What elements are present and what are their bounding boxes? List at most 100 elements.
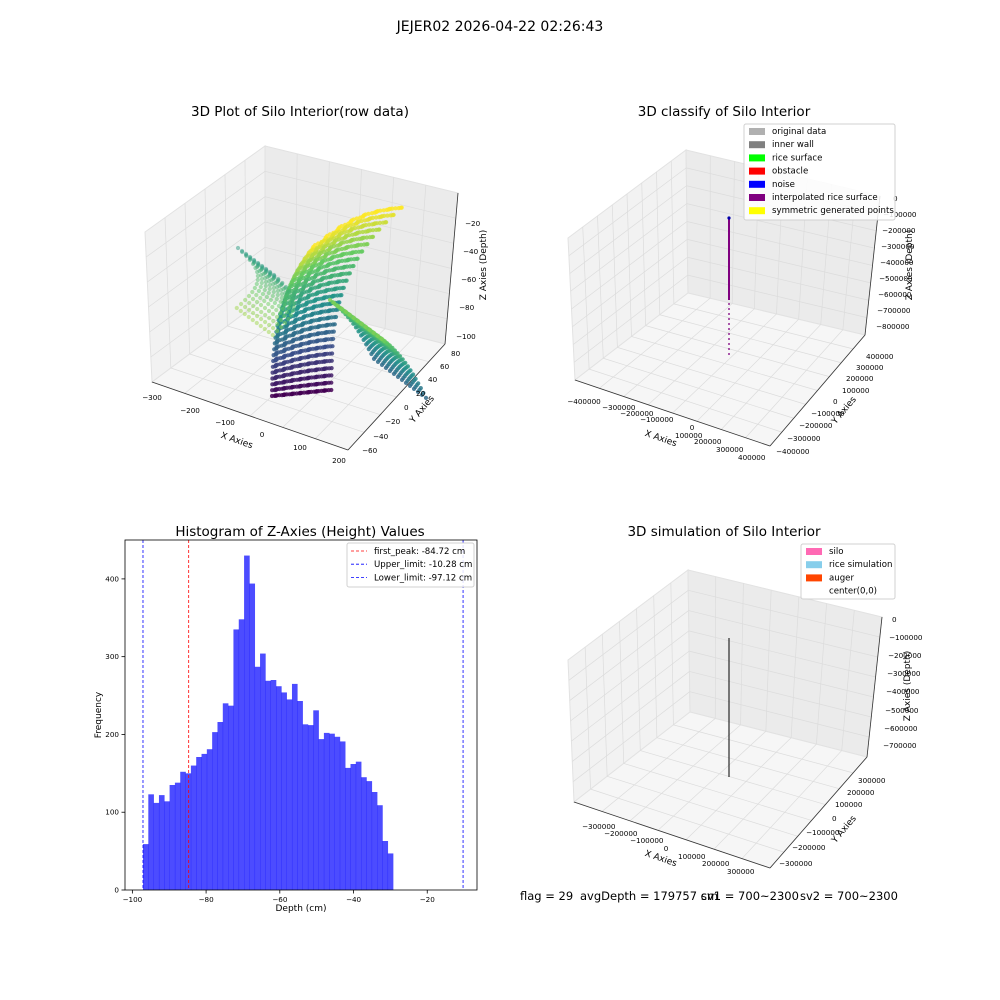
histogram-bar	[260, 653, 266, 890]
simulation-z-tick: −400000	[886, 687, 920, 696]
histogram-legend-items: first_peak: -84.72 cm Upper_limit: -10.28…	[351, 547, 472, 583]
scatter-point	[238, 308, 243, 314]
histogram-bar	[222, 703, 229, 890]
histogram-y-ticks: 0 100 200 300 400	[105, 574, 125, 895]
raw-z-tick: −80	[459, 303, 475, 312]
scatter-point	[287, 297, 292, 303]
scatter-point	[252, 285, 257, 291]
raw-3d-y-ticks: −60 −40 −20 0 20 40 60 80	[362, 349, 461, 455]
scatter-point	[267, 315, 272, 321]
scatter-point	[347, 271, 352, 276]
grid-line	[657, 731, 767, 831]
grid-line	[685, 737, 792, 840]
legend-label: Lower_limit: -97.12 cm	[374, 573, 472, 583]
scatter-point	[262, 287, 267, 293]
scatter-point	[243, 304, 248, 310]
scatter-point	[262, 326, 267, 332]
rice-surface-top-point	[727, 216, 731, 220]
raw-x-tick: 100	[293, 443, 307, 452]
classify-3d-x-ticks: −400000 −300000 −200000 −100000 0 100000…	[567, 397, 766, 462]
scatter-point	[418, 386, 423, 391]
scatter-point	[408, 368, 413, 373]
scatter-point	[266, 329, 271, 335]
scatter-point	[259, 263, 265, 269]
classify-3d-plot: 3D classify of Silo Interior −400000 −30…	[567, 104, 917, 462]
scatter-point	[267, 282, 272, 288]
grid-line	[571, 221, 688, 310]
grid-line	[572, 691, 690, 782]
histogram-bar	[270, 680, 277, 890]
histogram-bar	[190, 765, 197, 890]
classify-z-tick: −400000	[880, 258, 914, 267]
histogram-bar	[217, 722, 224, 890]
scatter-point	[399, 205, 404, 210]
scatter-point	[266, 301, 271, 307]
scatter-point	[384, 220, 389, 225]
footer-sv1: sv1 = 700~2300	[701, 889, 799, 903]
simulation-3d-plot-title: 3D simulation of Silo Interior	[627, 524, 821, 540]
scatter-point	[282, 302, 287, 308]
grid-line	[571, 650, 690, 742]
scatter-point	[364, 235, 369, 240]
scatter-point	[329, 373, 334, 378]
scatter-point	[370, 234, 376, 239]
scatter-point	[279, 295, 284, 301]
raw-3d-scatter-points	[234, 205, 429, 400]
scatter-point	[355, 256, 360, 261]
scatter-point	[270, 293, 275, 299]
classify-3d-y-ticks: −400000 −300000 −200000 −100000 0 100000…	[776, 352, 894, 456]
raw-x-tick: −200	[180, 406, 200, 415]
scatter-point	[283, 284, 288, 290]
scatter-point	[247, 300, 252, 306]
raw-z-tick: −20	[465, 219, 481, 228]
scatter-point	[263, 283, 268, 289]
scatter-point	[339, 224, 344, 229]
x-tick-label: −40	[346, 895, 362, 904]
scatter-point	[353, 249, 358, 255]
scatter-point	[423, 395, 429, 400]
histogram-bar	[345, 767, 351, 890]
classify-x-axis-label: X Axies	[643, 429, 678, 449]
grid-line	[689, 691, 870, 738]
simulation-y-tick: 0	[832, 814, 837, 823]
raw-3d-z-ticks: −100 −80 −60 −40 −20	[456, 219, 481, 341]
legend-label: center(0,0)	[829, 587, 877, 597]
histogram-bars	[142, 555, 394, 890]
scatter-point	[360, 249, 365, 254]
scatter-point	[274, 314, 280, 320]
grid-line	[631, 336, 818, 391]
scatter-point	[274, 307, 279, 313]
scatter-point	[393, 206, 398, 211]
histogram-bar	[148, 794, 154, 890]
classify-x-tick: −300000	[602, 403, 636, 412]
classify-x-tick: 100000	[675, 431, 703, 440]
scatter-point	[390, 345, 395, 350]
histogram-bar	[286, 699, 293, 890]
scatter-point	[291, 296, 296, 302]
scatter-point	[258, 302, 264, 308]
simulation-z-tick: −300000	[887, 669, 921, 678]
simulation-z-tick: −500000	[885, 706, 919, 715]
scatter-point	[359, 218, 364, 224]
raw-y-tick: 20	[416, 389, 426, 398]
legend-label: obstacle	[772, 167, 808, 177]
grid-line	[696, 319, 799, 422]
scatter-point	[259, 280, 264, 286]
scatter-point	[377, 227, 382, 232]
scatter-point	[286, 305, 291, 311]
scatter-point	[413, 376, 418, 381]
scatter-point	[390, 206, 395, 211]
scatter-point	[279, 291, 284, 297]
simulation-x-tick: −200000	[604, 829, 638, 838]
scatter-point	[278, 299, 283, 305]
grid-line	[653, 595, 658, 738]
scatter-point	[367, 222, 372, 227]
scatter-point	[258, 323, 263, 329]
scatter-point	[339, 293, 344, 298]
histogram-bar	[361, 777, 367, 890]
scatter-point	[329, 358, 334, 363]
scatter-point	[392, 348, 397, 353]
histogram-y-axis-label: Frequency	[94, 691, 104, 738]
grid-line	[573, 274, 688, 363]
footer-flag: flag = 29	[520, 889, 573, 903]
